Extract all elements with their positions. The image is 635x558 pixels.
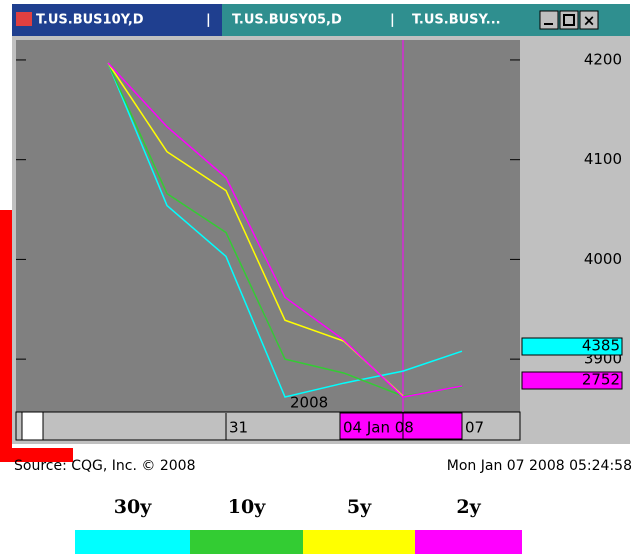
tab[interactable]: T.US.BUSY... bbox=[412, 13, 501, 28]
icon: × bbox=[583, 12, 596, 30]
x-tick-label: 04 Jan 08 bbox=[343, 419, 414, 437]
legend-swatch bbox=[75, 530, 190, 554]
legend-label: 30y bbox=[114, 496, 152, 518]
tab[interactable]: T.US.BUS10Y,D bbox=[36, 13, 144, 28]
y-tick-label: 4000 bbox=[584, 250, 622, 268]
cursor-box bbox=[339, 412, 463, 440]
icon bbox=[563, 14, 575, 26]
tab-icon bbox=[16, 12, 32, 26]
maximize[interactable] bbox=[559, 10, 579, 30]
close[interactable] bbox=[579, 10, 599, 30]
legend-swatch bbox=[303, 530, 415, 554]
timestamp: Mon Jan 07 2008 05:24:58 bbox=[447, 458, 632, 474]
annotation: 2008 bbox=[290, 394, 328, 412]
price-tag bbox=[521, 371, 623, 390]
series-line bbox=[107, 62, 463, 398]
y-tick-label: 4200 bbox=[584, 50, 622, 68]
price-tag-label: 4385 bbox=[582, 337, 620, 355]
legend-label: 10y bbox=[228, 496, 266, 518]
x-tick-label: 07 bbox=[465, 419, 484, 437]
active-tab[interactable] bbox=[12, 4, 222, 36]
legend-label: 5y bbox=[347, 496, 372, 518]
tab-sep: | bbox=[206, 13, 211, 28]
minimize[interactable] bbox=[539, 10, 559, 30]
red-bar bbox=[0, 448, 73, 462]
price-tag bbox=[521, 337, 623, 356]
tab-sep: | bbox=[390, 13, 395, 28]
legend-swatch bbox=[415, 530, 522, 554]
x-tick-label: 31 bbox=[229, 419, 248, 437]
legend-swatch bbox=[190, 530, 303, 554]
white-box bbox=[21, 411, 44, 441]
red-bar bbox=[0, 210, 12, 462]
source: Source: CQG, Inc. © 2008 bbox=[14, 458, 195, 474]
plot-area bbox=[16, 40, 520, 412]
series-line bbox=[107, 62, 463, 398]
price-tag-label: 2752 bbox=[582, 371, 620, 389]
legend-label: 2y bbox=[456, 496, 481, 518]
y-tick-label: 4100 bbox=[584, 150, 622, 168]
tab[interactable]: T.US.BUSY05,D bbox=[232, 13, 342, 28]
window-buttons: × bbox=[539, 10, 599, 30]
